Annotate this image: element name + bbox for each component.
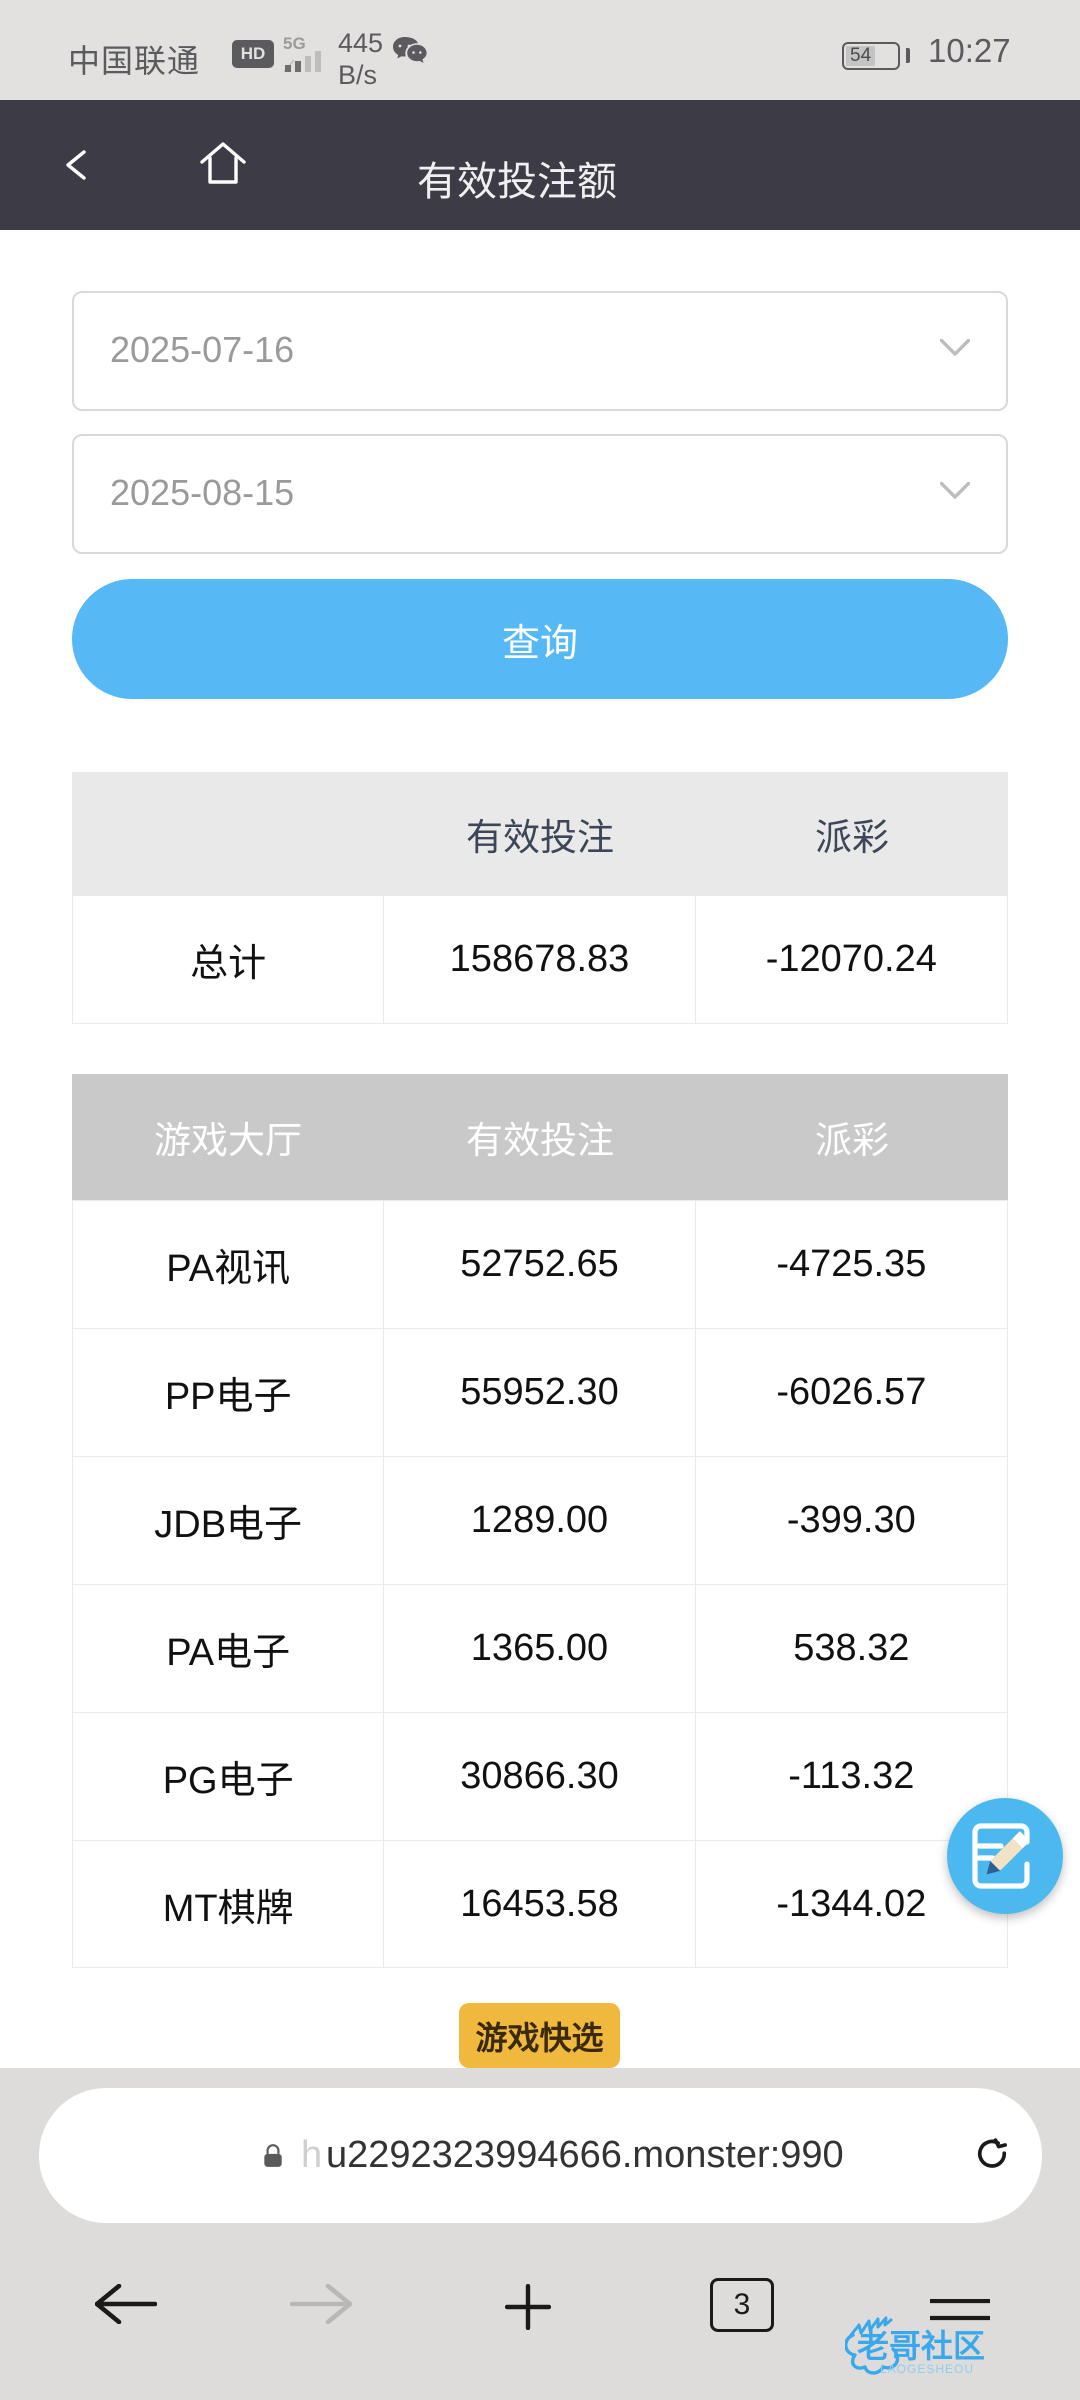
svg-text:老哥社区: 老哥社区	[857, 2328, 985, 2364]
svg-text:LAOGESHEOU: LAOGESHEOU	[880, 2362, 974, 2376]
